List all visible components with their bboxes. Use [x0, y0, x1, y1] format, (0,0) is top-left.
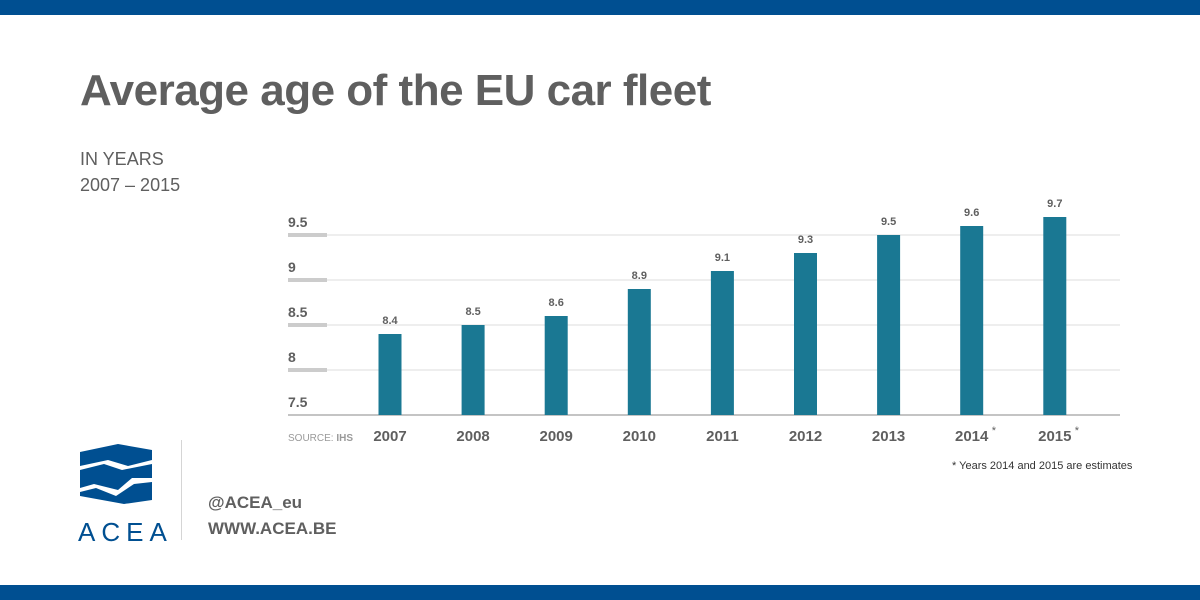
y-tick-label: 8	[288, 349, 296, 365]
subtitle-range: 2007 – 2015	[80, 175, 181, 195]
y-tick-marker	[288, 278, 327, 282]
data-label: 9.1	[715, 252, 730, 264]
y-tick-marker	[288, 368, 327, 372]
data-label: 9.3	[798, 234, 813, 246]
bar	[1043, 217, 1067, 415]
chart-title: Average age of the EU car fleet	[80, 66, 711, 115]
bar	[960, 226, 984, 415]
x-tick-label: 2012	[789, 428, 822, 445]
twitter-handle-link[interactable]: @ACEA_eu	[208, 493, 303, 512]
source-note: SOURCE: IHS	[288, 433, 353, 444]
y-tick-marker	[288, 323, 327, 327]
data-label: 8.5	[465, 306, 480, 318]
footer-divider	[181, 440, 182, 540]
bar	[877, 235, 901, 415]
x-tick-label: 2009	[540, 428, 573, 445]
y-tick-label: 7.5	[288, 394, 308, 410]
y-tick-label: 9.5	[288, 214, 308, 230]
x-tick-label: 2014	[955, 428, 989, 445]
data-label: 8.6	[549, 297, 564, 309]
y-tick-marker	[288, 233, 327, 237]
y-tick-label: 8.5	[288, 304, 308, 320]
x-tick-label: 2015	[1038, 428, 1071, 445]
estimate-footnote: * Years 2014 and 2015 are estimates	[952, 460, 1133, 472]
data-label: 9.7	[1047, 198, 1062, 210]
x-tick-label: 2008	[456, 428, 489, 445]
y-tick-label: 9	[288, 259, 296, 275]
chart-subtitle: IN YEARS 2007 – 2015	[80, 146, 180, 198]
x-tick-label: 2013	[872, 428, 905, 445]
x-tick-label: 2007	[373, 428, 406, 445]
top-band	[0, 0, 1200, 15]
bar	[710, 271, 734, 415]
website-link[interactable]: WWW.ACEA.BE	[208, 519, 337, 538]
bar	[461, 325, 485, 415]
x-tick-label: 2011	[706, 428, 739, 445]
bottom-band	[0, 585, 1200, 600]
data-label: 8.9	[632, 270, 647, 282]
x-tick-label: 2010	[623, 428, 656, 445]
estimate-asterisk: *	[1075, 425, 1080, 437]
bar	[794, 253, 817, 415]
data-label: 9.5	[881, 216, 896, 228]
acea-logo-icon	[80, 444, 152, 504]
bar	[378, 334, 402, 415]
bar	[627, 289, 651, 415]
subtitle-unit: IN YEARS	[80, 149, 164, 169]
acea-logo-text: ACEA	[78, 517, 173, 547]
data-label: 9.6	[964, 207, 979, 219]
estimate-asterisk: *	[992, 425, 997, 437]
data-label: 8.4	[382, 315, 398, 327]
bar	[544, 316, 568, 415]
